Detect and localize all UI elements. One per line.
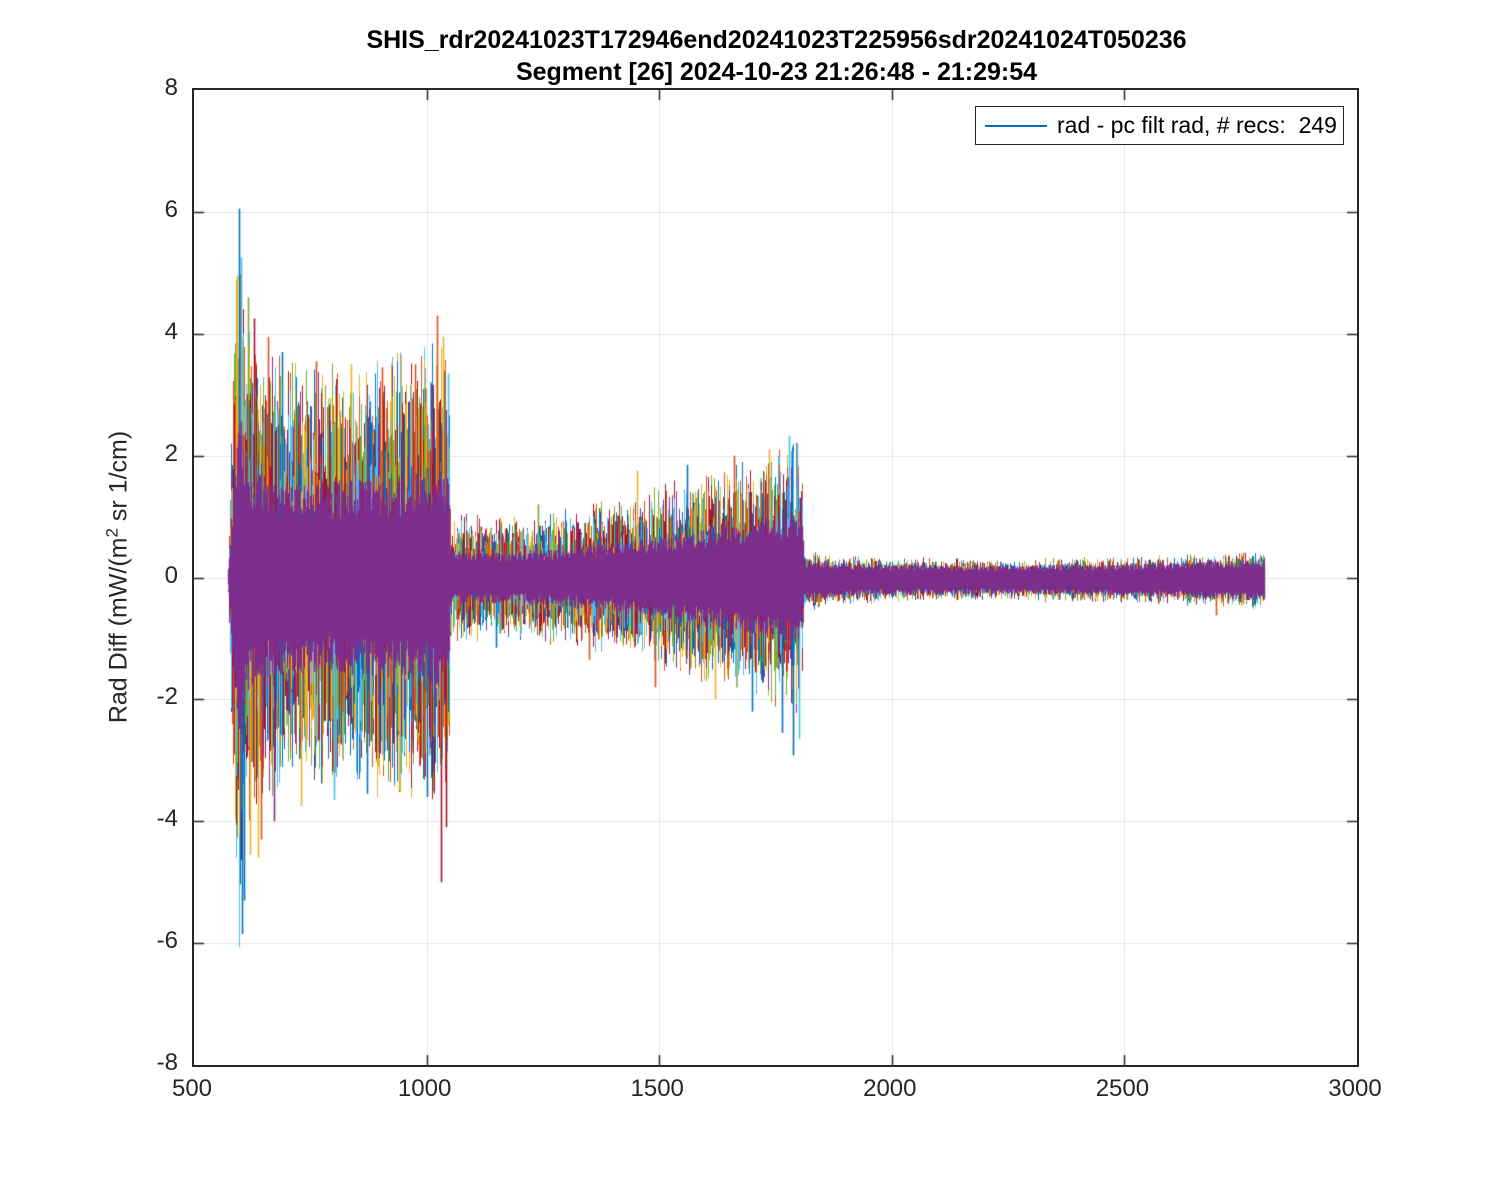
x-tick-label: 500 <box>171 1075 213 1102</box>
y-tick-label: 0 <box>164 561 178 589</box>
x-tick-label: 2500 <box>1095 1075 1150 1102</box>
x-tick-label: 3000 <box>1328 1075 1382 1102</box>
figure-title: SHIS_rdr20241023T172946end20241023T22595… <box>366 26 1187 54</box>
y-tick-label: -6 <box>156 927 178 955</box>
y-axis-label-superscript: 2 <box>102 528 122 538</box>
y-tick-label: 6 <box>164 195 178 223</box>
legend: rad - pc filt rad, # recs: 249 <box>975 106 1344 145</box>
y-tick-label: 2 <box>164 439 178 467</box>
x-tick-label: 1000 <box>397 1075 452 1102</box>
x-tick-label: 2000 <box>863 1075 917 1102</box>
title-block: SHIS_rdr20241023T172946end20241023T22595… <box>194 24 1359 88</box>
legend-line-sample <box>985 124 1047 127</box>
y-tick-label: -8 <box>156 1049 178 1076</box>
plot-axes-box <box>192 88 1359 1067</box>
y-tick-label: 8 <box>164 74 178 101</box>
y-tick-label: -4 <box>156 805 178 833</box>
y-tick-label: -2 <box>156 683 178 711</box>
plot-canvas <box>194 90 1357 1065</box>
x-tick-label: 1500 <box>630 1075 684 1102</box>
y-tick-label: 4 <box>164 317 178 345</box>
legend-label: rad - pc filt rad, # recs: 249 <box>1057 112 1337 138</box>
figure-subtitle: Segment [26] 2024-10-23 21:26:48 - 21:29… <box>515 58 1038 86</box>
